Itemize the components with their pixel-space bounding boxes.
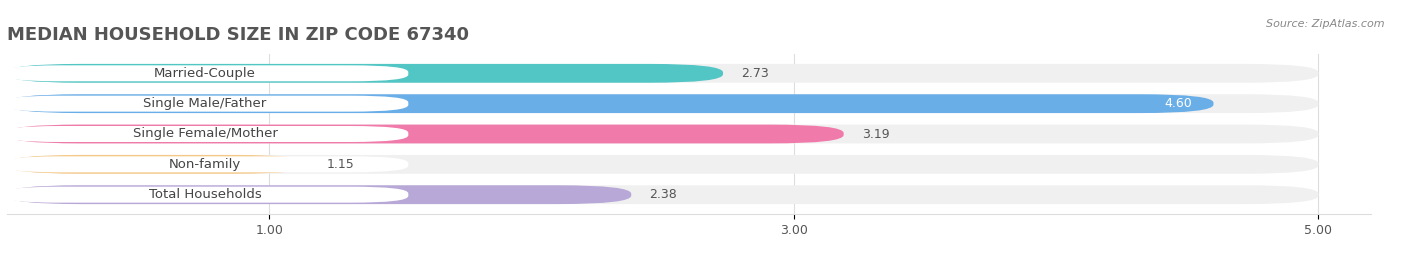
FancyBboxPatch shape <box>7 155 1319 174</box>
Text: Married-Couple: Married-Couple <box>155 67 256 80</box>
Text: Non-family: Non-family <box>169 158 242 171</box>
FancyBboxPatch shape <box>7 94 1319 113</box>
FancyBboxPatch shape <box>1 126 408 142</box>
Text: 1.15: 1.15 <box>328 158 354 171</box>
Text: Single Male/Father: Single Male/Father <box>143 97 267 110</box>
FancyBboxPatch shape <box>7 64 723 83</box>
FancyBboxPatch shape <box>7 125 844 143</box>
FancyBboxPatch shape <box>7 185 1319 204</box>
FancyBboxPatch shape <box>1 96 408 112</box>
Text: Single Female/Mother: Single Female/Mother <box>132 128 277 140</box>
Text: 4.60: 4.60 <box>1164 97 1192 110</box>
FancyBboxPatch shape <box>1 187 408 203</box>
FancyBboxPatch shape <box>1 156 408 172</box>
FancyBboxPatch shape <box>7 64 1319 83</box>
Text: MEDIAN HOUSEHOLD SIZE IN ZIP CODE 67340: MEDIAN HOUSEHOLD SIZE IN ZIP CODE 67340 <box>7 26 470 44</box>
FancyBboxPatch shape <box>7 94 1213 113</box>
FancyBboxPatch shape <box>1 65 408 81</box>
Text: 2.73: 2.73 <box>741 67 769 80</box>
Text: Source: ZipAtlas.com: Source: ZipAtlas.com <box>1267 19 1385 29</box>
Text: 2.38: 2.38 <box>650 188 678 201</box>
Text: 3.19: 3.19 <box>862 128 890 140</box>
FancyBboxPatch shape <box>7 125 1319 143</box>
Text: Total Households: Total Households <box>149 188 262 201</box>
FancyBboxPatch shape <box>7 185 631 204</box>
FancyBboxPatch shape <box>7 155 309 174</box>
